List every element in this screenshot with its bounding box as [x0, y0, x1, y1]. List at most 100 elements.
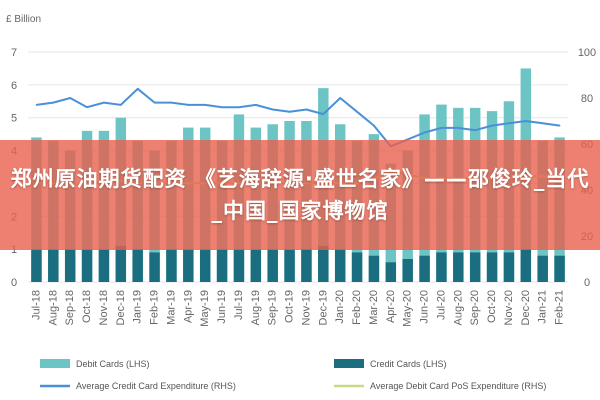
x-tick-label: Nov-20 — [503, 290, 515, 325]
x-tick-label: Nov-18 — [98, 290, 110, 325]
credit-bar — [64, 249, 76, 282]
x-tick-label: Sep-20 — [469, 290, 481, 325]
avg-credit-line-point — [69, 97, 71, 99]
legend-label: Average Debit Card PoS Expenditure (RHS) — [370, 381, 546, 391]
credit-bar — [115, 245, 127, 282]
credit-bar — [486, 252, 498, 282]
credit-bar — [301, 249, 312, 282]
avg-credit-line-point — [221, 106, 223, 108]
left-tick-label: 1 — [11, 244, 17, 256]
avg-credit-line-point — [558, 124, 561, 127]
avg-credit-line-point — [373, 124, 375, 127]
x-tick-label: May-20 — [402, 290, 414, 327]
left-tick-label: 0 — [11, 277, 17, 289]
left-tick-label: 6 — [11, 80, 17, 92]
credit-bar — [554, 255, 565, 282]
credit-bar — [132, 249, 143, 282]
credit-bar — [98, 249, 110, 282]
credit-bars — [31, 245, 565, 282]
avg-credit-line-point — [406, 138, 409, 141]
avg-credit-line-point — [204, 104, 206, 106]
avg-credit-line-point — [136, 88, 139, 90]
left-tick-label: 7 — [11, 47, 17, 59]
x-tick-label: Oct-18 — [81, 290, 93, 323]
overlay-banner-text: 郑州原油期货配资 《艺海辞源·盛世名家》——邵俊玲_当代_中国_国家博物馆 — [10, 167, 590, 223]
credit-bar — [166, 249, 177, 282]
credit-bar — [250, 249, 262, 282]
avg-credit-line-point — [187, 104, 190, 106]
legend: Debit Cards (LHS) Credit Cards (LHS) Avera… — [40, 359, 546, 391]
x-tick-label: Sep-18 — [64, 290, 76, 325]
credit-bar — [351, 252, 363, 282]
x-tick-label: Dec-20 — [520, 290, 532, 325]
x-tick-label: Jul-19 — [233, 290, 245, 320]
x-tick-label: Aug-20 — [452, 290, 464, 325]
avg-credit-line-point — [288, 111, 291, 113]
avg-credit-line-point — [474, 129, 476, 131]
credit-bar — [453, 252, 464, 282]
credit-bar — [233, 249, 245, 282]
x-tick-label: Jul-20 — [435, 290, 447, 320]
x-tick-label: Oct-20 — [486, 290, 498, 323]
x-tick-label: Jul-18 — [30, 290, 42, 320]
overlay-banner: 郑州原油期货配资 《艺海辞源·盛世名家》——邵俊玲_当代_中国_国家博物馆 — [0, 140, 600, 250]
credit-bar — [469, 252, 481, 282]
x-tick-label: Aug-18 — [47, 290, 59, 325]
avg-credit-line-point — [322, 113, 325, 115]
credit-bar — [199, 249, 211, 282]
legend-label: Credit Cards (LHS) — [370, 359, 447, 369]
x-tick-label: Apr-20 — [385, 290, 397, 323]
credit-bar — [436, 252, 447, 282]
x-tick-label: Aug-19 — [250, 290, 262, 325]
x-tick-label: Feb-19 — [149, 290, 161, 325]
avg-credit-line-point — [52, 101, 55, 104]
avg-credit-line-point — [305, 108, 308, 111]
right-tick-label: 80 — [581, 93, 593, 105]
avg-credit-line-point — [120, 104, 122, 106]
credit-bar — [149, 252, 160, 282]
x-tick-label: Mar-19 — [165, 290, 177, 325]
x-tick-label: Feb-21 — [554, 290, 566, 325]
avg-credit-line-point — [457, 127, 460, 129]
credit-bar — [284, 249, 295, 282]
credit-bar — [537, 255, 548, 282]
credit-bar — [402, 259, 413, 282]
avg-credit-line-point — [541, 122, 544, 125]
avg-credit-line-point — [508, 122, 510, 125]
credit-bar — [267, 249, 278, 282]
avg-credit-line-point — [35, 104, 38, 106]
credit-bar — [31, 249, 42, 282]
credit-bar — [48, 249, 59, 282]
left-axis-unit-label: £ Billion — [6, 14, 41, 25]
x-tick-label: Mar-20 — [368, 290, 380, 325]
x-tick-label: Jan-21 — [537, 290, 549, 324]
avg-credit-line-point — [86, 106, 88, 108]
right-tick-label: 0 — [584, 277, 590, 289]
legend-swatch — [40, 359, 70, 368]
avg-credit-line-point — [356, 111, 358, 113]
x-tick-label: Jan-19 — [132, 290, 144, 324]
credit-bar — [216, 249, 228, 282]
x-tick-label: Jan-20 — [334, 290, 346, 324]
avg-credit-line-point — [339, 97, 341, 99]
legend-label: Average Credit Card Expenditure (RHS) — [76, 381, 236, 391]
avg-credit-line-point — [423, 131, 426, 134]
x-tick-label: Dec-18 — [115, 290, 127, 325]
credit-bar — [334, 249, 346, 282]
x-tick-label: Sep-19 — [267, 290, 279, 325]
avg-credit-line-point — [238, 106, 240, 108]
legend-swatch — [334, 359, 364, 368]
avg-credit-line — [35, 87, 561, 148]
avg-credit-line-point — [525, 120, 527, 122]
avg-credit-line-point — [255, 104, 257, 106]
left-tick-label: 5 — [11, 113, 17, 125]
x-tick-label: Feb-20 — [351, 290, 363, 325]
right-tick-label: 100 — [578, 47, 596, 59]
credit-bar — [385, 262, 397, 282]
avg-credit-line — [36, 87, 560, 148]
credit-bar — [81, 249, 93, 282]
x-tick-label: Jun-19 — [216, 290, 228, 324]
credit-bar — [503, 252, 515, 282]
avg-credit-line-point — [440, 127, 443, 129]
x-tick-label: Dec-19 — [317, 290, 329, 325]
